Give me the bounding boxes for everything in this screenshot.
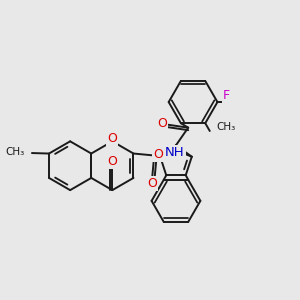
Text: CH₃: CH₃	[216, 122, 236, 132]
Text: O: O	[147, 177, 157, 190]
Text: O: O	[157, 117, 167, 130]
Text: O: O	[107, 155, 117, 168]
Text: NH: NH	[165, 146, 185, 160]
Text: O: O	[153, 148, 163, 160]
Text: CH₃: CH₃	[5, 147, 24, 158]
Text: O: O	[107, 132, 117, 145]
Text: F: F	[223, 88, 230, 101]
